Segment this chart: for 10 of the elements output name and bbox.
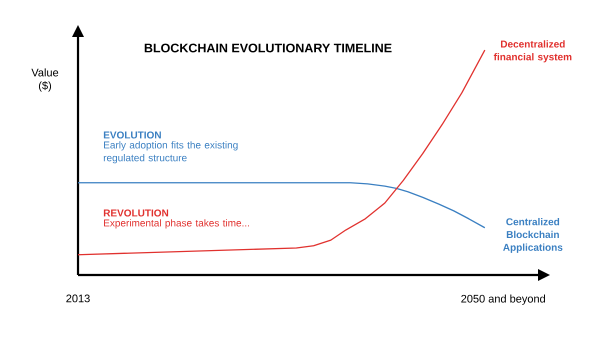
annotation: Centralized Blockchain Applications bbox=[503, 218, 562, 253]
x-tick-label: 2013 bbox=[66, 294, 90, 302]
y-axis-title: Value ($) bbox=[31, 68, 58, 92]
chart-title: BLOCKCHAIN EVOLUTIONARY TIMELINE bbox=[144, 44, 392, 52]
text: REVOLUTION bbox=[104, 209, 168, 217]
annotation: Experimental phase takes time... bbox=[104, 219, 249, 229]
annotation: Early adoption fits the existing regulated structure bbox=[104, 141, 238, 164]
text: EVOLUTION bbox=[104, 131, 161, 139]
annotation: Decentralized financial system bbox=[494, 40, 572, 62]
x-tick-label: 2050 and beyond bbox=[461, 294, 545, 305]
